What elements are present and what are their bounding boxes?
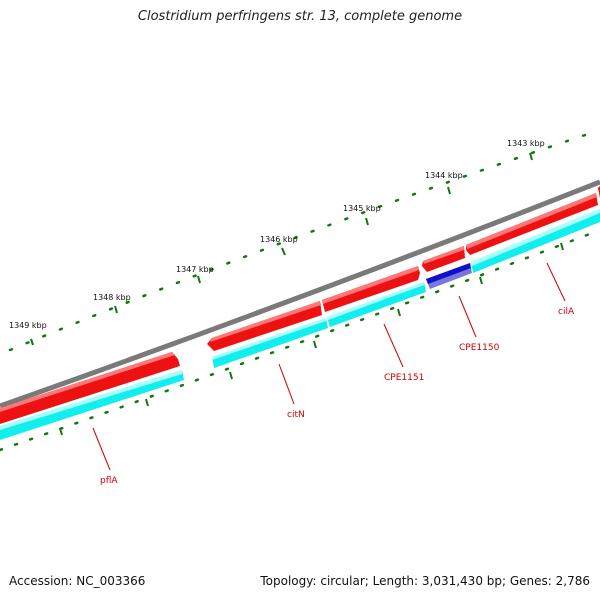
cds-track xyxy=(0,209,600,440)
forward-gene-track xyxy=(0,186,600,424)
gene-label-cilA[interactable]: cilA xyxy=(558,307,575,317)
leader-citN xyxy=(278,363,295,405)
scale-label-1347: 1347 kbp xyxy=(176,265,214,274)
major-ticks xyxy=(30,152,533,346)
major-tick xyxy=(145,398,149,407)
major-tick xyxy=(229,371,233,380)
major-tick xyxy=(59,427,63,436)
cds-CPE1151 xyxy=(327,282,426,327)
genome-summary-text: Topology: circular; Length: 3,031,430 bp… xyxy=(260,574,590,588)
gene-pflA-arrow xyxy=(0,352,180,424)
major-tick xyxy=(30,338,34,346)
gene-labels: cilA CPE1150 CPE1151 citN pflA xyxy=(100,307,575,486)
gene-label-CPE1150[interactable]: CPE1150 xyxy=(459,343,500,353)
outer-scale-track xyxy=(8,128,600,352)
leader-CPE1150 xyxy=(458,295,477,338)
leader-cilA xyxy=(546,262,566,302)
gene-label-leaders xyxy=(92,262,566,471)
major-tick xyxy=(560,242,564,251)
major-tick xyxy=(529,152,533,161)
leader-pflA xyxy=(92,427,111,471)
scale-label-1343: 1343 kbp xyxy=(507,139,545,148)
gene-cilA-region-arrow xyxy=(422,186,600,272)
major-tick xyxy=(447,186,451,195)
genome-backbone xyxy=(0,179,600,409)
major-tick xyxy=(313,340,317,349)
major-tick xyxy=(281,247,286,256)
scale-label-1345: 1345 kbp xyxy=(343,204,381,213)
cds-CPE1150-selected xyxy=(426,263,472,289)
cds-citN xyxy=(212,318,328,368)
cds-pflA xyxy=(0,370,184,440)
major-tick xyxy=(397,308,401,317)
cds-cilA xyxy=(471,209,600,273)
map-title: Clostridium perfringens str. 13, complet… xyxy=(137,9,463,24)
gene-label-citN[interactable]: citN xyxy=(287,410,305,420)
major-tick xyxy=(479,276,483,285)
scale-label-1348: 1348 kbp xyxy=(93,293,131,302)
gene-label-pflA[interactable]: pflA xyxy=(100,476,118,486)
inner-scale-track xyxy=(0,228,600,452)
inner-major-ticks xyxy=(59,242,564,436)
leader-CPE1151 xyxy=(383,323,404,368)
gene-citN-arrow xyxy=(207,301,322,351)
major-tick xyxy=(365,217,369,226)
gene-label-CPE1151[interactable]: CPE1151 xyxy=(384,373,424,383)
scale-label-1344: 1344 kbp xyxy=(425,171,463,180)
scale-label-1349: 1349 kbp xyxy=(9,321,47,330)
scale-label-1346: 1346 kbp xyxy=(260,235,298,244)
major-tick xyxy=(197,275,201,284)
scale-labels: 1343 kbp 1344 kbp 1345 kbp 1346 kbp 1347… xyxy=(9,139,545,330)
gene-CPE1151-arrow xyxy=(322,266,420,312)
accession-text: Accession: NC_003366 xyxy=(9,574,146,588)
major-tick xyxy=(114,305,118,314)
